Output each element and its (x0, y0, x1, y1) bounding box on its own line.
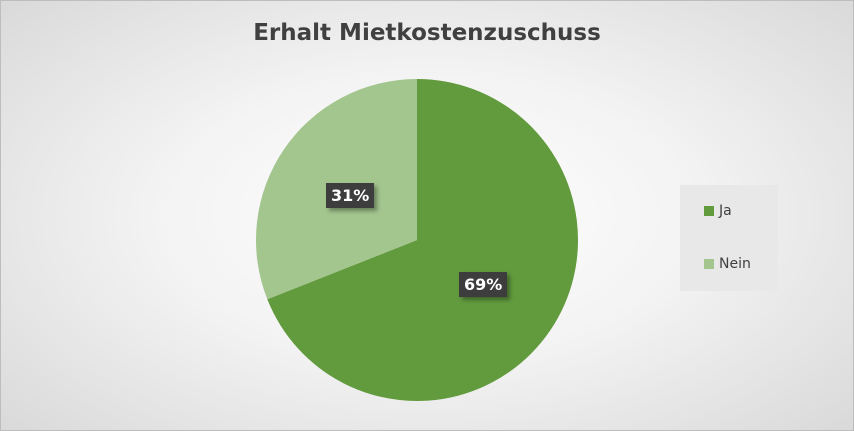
chart-title: Erhalt Mietkostenzuschuss (253, 20, 601, 46)
pie-slice-ja (267, 79, 578, 401)
legend-swatch-ja (704, 206, 714, 216)
legend-item-nein: Nein (704, 256, 751, 272)
data-label-nein: 31% (326, 183, 375, 208)
legend-label-nein: Nein (719, 256, 751, 272)
data-label-ja: 69% (459, 272, 508, 297)
legend-item-ja: Ja (704, 203, 732, 219)
legend: Ja Nein (680, 185, 778, 291)
legend-swatch-nein (704, 259, 714, 269)
legend-label-ja: Ja (719, 203, 732, 219)
